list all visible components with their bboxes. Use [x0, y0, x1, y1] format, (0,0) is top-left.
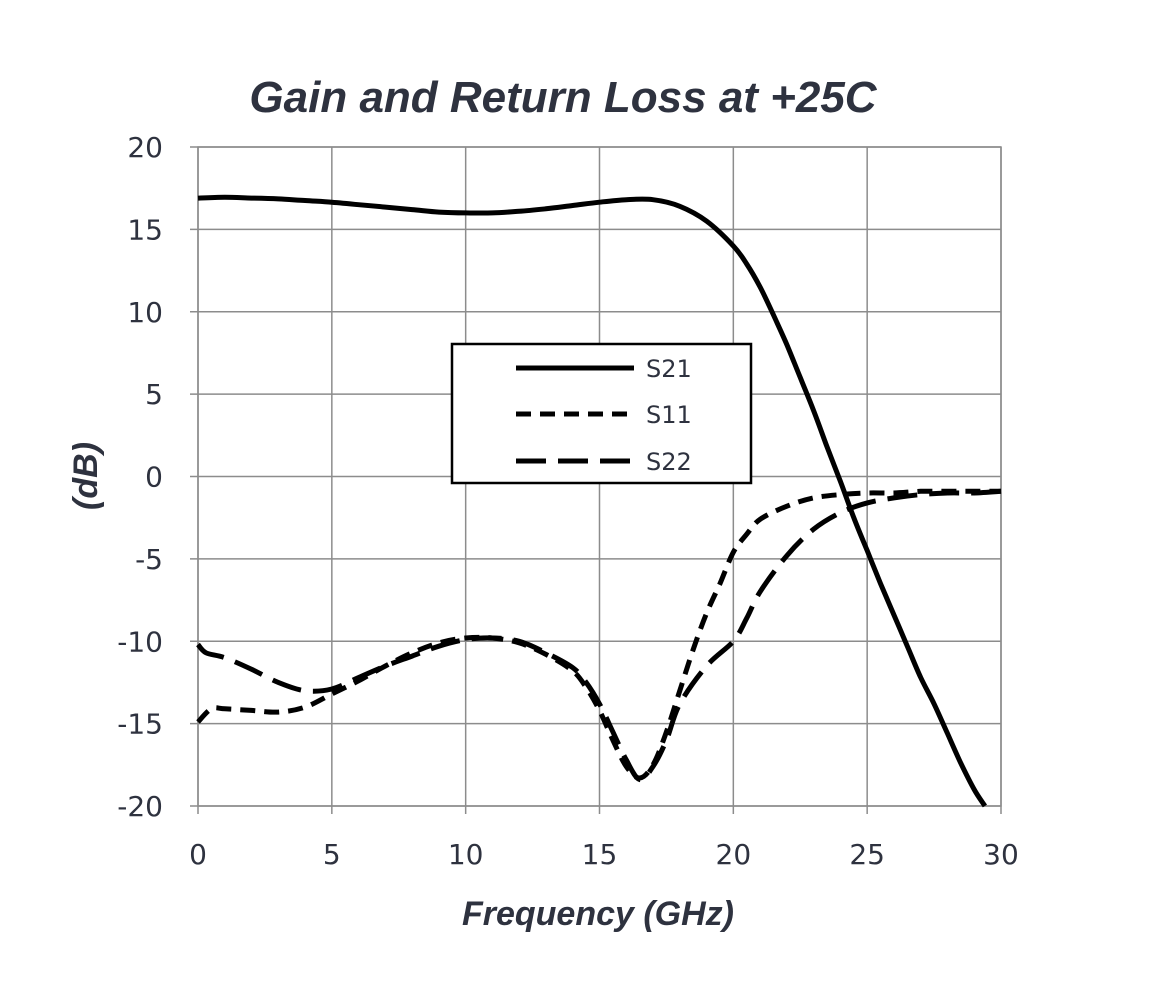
y-tick-label: -20 — [117, 790, 163, 823]
legend-label-s22: S22 — [646, 448, 692, 476]
chart-title: Gain and Return Loss at +25C — [249, 73, 877, 122]
y-tick-label: 10 — [127, 296, 163, 329]
y-axis-title: (dB) — [67, 442, 105, 510]
y-tick-label: 0 — [145, 461, 163, 494]
y-tick-label: -10 — [117, 625, 163, 658]
x-tick-label: 15 — [582, 838, 618, 871]
x-tick-label: 10 — [448, 838, 484, 871]
series-lines — [196, 194, 1002, 808]
x-tick-label: 25 — [849, 838, 885, 871]
x-tick-label: 0 — [189, 838, 207, 871]
series-line-s11 — [196, 488, 1001, 781]
y-tick-label: -15 — [117, 708, 163, 741]
x-tick-label: 30 — [983, 838, 1019, 871]
tick-labels: 0 5 10 15 20 25 30 20 15 10 5 0 -5 -10 -15 -20 — [117, 131, 1019, 871]
x-tick-label: 20 — [716, 838, 752, 871]
y-tick-label: 5 — [145, 378, 163, 411]
x-tick-label: 5 — [323, 838, 341, 871]
y-tick-label: 15 — [127, 213, 163, 246]
x-axis-title: Frequency (GHz) — [462, 895, 734, 933]
series-line-s22 — [196, 488, 1002, 783]
y-tick-label: -5 — [135, 543, 163, 576]
legend-label-s21: S21 — [646, 355, 692, 383]
y-tick-label: 20 — [127, 131, 163, 164]
legend-label-s11: S11 — [646, 401, 692, 429]
plot-area-frame — [197, 146, 1002, 807]
legend: S21 S11 S22 — [450, 342, 753, 485]
series-line-s21 — [197, 194, 988, 808]
